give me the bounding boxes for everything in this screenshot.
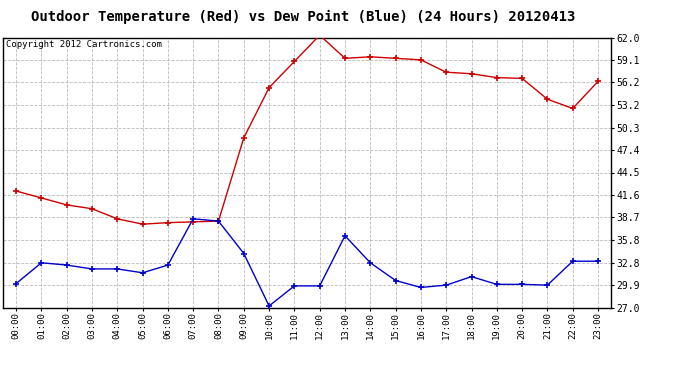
Text: Copyright 2012 Cartronics.com: Copyright 2012 Cartronics.com [6, 40, 162, 49]
Text: Outdoor Temperature (Red) vs Dew Point (Blue) (24 Hours) 20120413: Outdoor Temperature (Red) vs Dew Point (… [32, 9, 575, 24]
